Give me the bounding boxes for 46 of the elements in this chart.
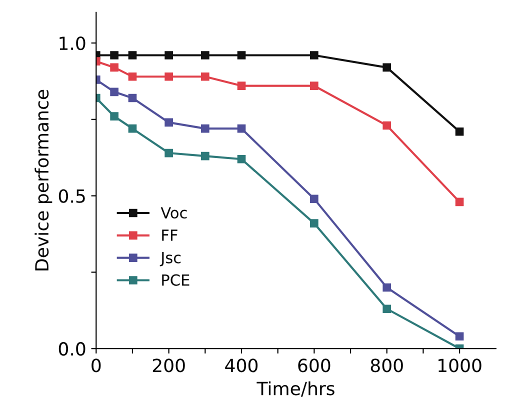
x-tick-label: 1000 — [438, 358, 482, 372]
point — [310, 82, 318, 90]
point — [164, 72, 173, 81]
point — [164, 118, 173, 127]
point — [128, 51, 137, 60]
point — [200, 51, 210, 60]
point — [237, 154, 246, 164]
x-tick-label: 200 — [152, 358, 185, 372]
point — [237, 82, 246, 90]
x-tick-label: 400 — [225, 358, 258, 372]
point — [455, 332, 464, 341]
point — [310, 51, 318, 60]
point — [110, 112, 118, 121]
point — [200, 72, 210, 81]
legend-label: Jsc — [160, 252, 181, 266]
point — [237, 124, 246, 133]
point — [110, 63, 118, 72]
point — [200, 124, 210, 133]
point — [310, 219, 318, 228]
legend-label: FF — [162, 230, 178, 241]
point — [382, 283, 392, 292]
point — [455, 198, 464, 206]
x-tick-label: 600 — [298, 358, 330, 372]
point — [164, 148, 173, 158]
x-tick-label: 0 — [92, 358, 101, 372]
point — [382, 304, 392, 314]
point — [237, 51, 246, 60]
point — [128, 94, 137, 102]
point — [110, 51, 118, 60]
point — [455, 127, 464, 136]
point — [128, 72, 137, 81]
x-axis-title: Time/hrs — [256, 381, 334, 397]
y-tick-label: 0.0 — [58, 342, 86, 356]
point — [128, 124, 137, 133]
y-tick-label: 1.0 — [60, 36, 86, 50]
point — [200, 152, 210, 160]
point — [310, 194, 318, 204]
point — [164, 51, 173, 60]
legend-label: Voc — [160, 207, 187, 219]
y-axis-title: Device performance — [34, 90, 52, 270]
point — [382, 63, 392, 72]
point — [110, 88, 118, 96]
x-tick-label: 800 — [370, 358, 403, 372]
legend-label: PCE — [162, 274, 190, 286]
y-tick-label: 0.5 — [58, 189, 85, 203]
point — [382, 121, 392, 130]
